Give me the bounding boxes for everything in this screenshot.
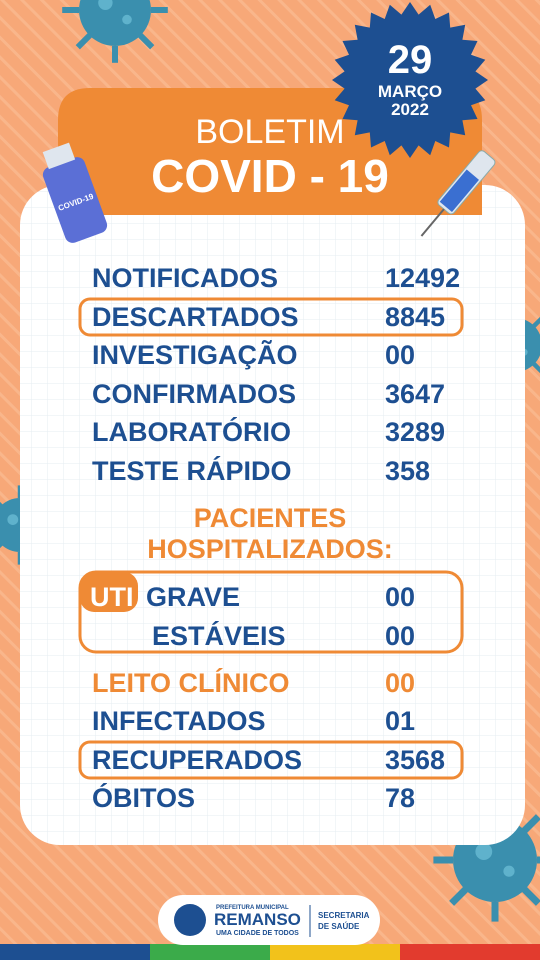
stat-label: NOTIFICADOS <box>92 263 278 293</box>
stat-value: 00 <box>385 582 415 612</box>
stat-value: 358 <box>385 456 430 486</box>
stat-value: 8845 <box>385 302 445 332</box>
vial-icon: COVID-19 <box>42 142 108 243</box>
coat-of-arms <box>174 904 206 936</box>
stat-label: CONFIRMADOS <box>92 379 296 409</box>
org-name: REMANSO <box>214 910 301 929</box>
stat-label: INFECTADOS <box>92 706 266 736</box>
stat-value: 3647 <box>385 379 445 409</box>
uti-box <box>78 570 464 654</box>
stats: NOTIFICADOS 12492 DESCARTADOS 8845 INVESTIGA… <box>78 263 464 813</box>
highlight-box <box>78 740 464 780</box>
uti-label: UTI <box>90 582 134 612</box>
highlight-box <box>78 297 464 337</box>
card <box>20 185 525 845</box>
org-slogan: UMA CIDADE DE TODOS <box>216 930 299 937</box>
dept-line2: DE SAÚDE <box>318 922 360 931</box>
syringe-icon <box>420 150 496 237</box>
hosp-title-line2: HOSPITALIZADOS: <box>147 534 393 564</box>
stat-label: LABORATÓRIO <box>92 416 291 447</box>
uti-tag <box>80 572 138 612</box>
date-month: MARÇO <box>378 82 442 101</box>
stat-label: LEITO CLÍNICO <box>92 667 290 698</box>
stat-value: 00 <box>385 668 415 698</box>
stat-value: 12492 <box>385 263 460 293</box>
footer-strip <box>150 944 270 960</box>
stat-label: RECUPERADOS <box>92 745 302 775</box>
stat-value: 00 <box>385 621 415 651</box>
title-line2: COVID - 19 <box>151 150 389 202</box>
stat-value: 00 <box>385 340 415 370</box>
stat-value: 3568 <box>385 745 445 775</box>
footer-logo-box <box>158 895 380 945</box>
hosp-title-line1: PACIENTES <box>194 503 347 533</box>
date-badge <box>332 2 488 158</box>
date-day: 29 <box>388 38 433 82</box>
footer-strip <box>400 944 540 960</box>
stat-label: TESTE RÁPIDO <box>92 455 292 486</box>
stat-label: ESTÁVEIS <box>152 620 286 651</box>
date-year: 2022 <box>391 100 429 119</box>
footer-strip <box>270 944 400 960</box>
stat-value: 78 <box>385 783 415 813</box>
stat-label: ÓBITOS <box>92 782 195 813</box>
title-line1: BOLETIM <box>195 113 344 151</box>
stat-value: 3289 <box>385 417 445 447</box>
stat-value: 01 <box>385 706 415 736</box>
stat-label: GRAVE <box>146 582 240 612</box>
stat-label: DESCARTADOS <box>92 302 299 332</box>
org-line1: PREFEITURA MUNICIPAL <box>216 905 289 911</box>
stat-label: INVESTIGAÇÃO <box>92 339 298 370</box>
dept-line1: SECRETARIA <box>318 911 370 920</box>
